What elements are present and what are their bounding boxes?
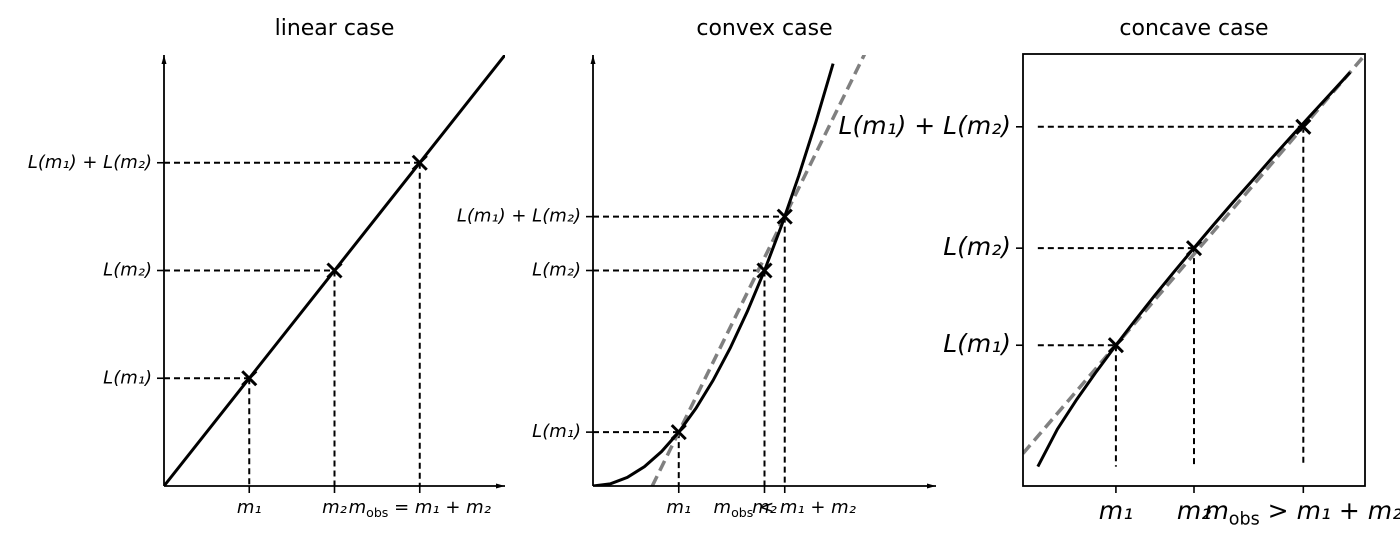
x-tick-label: m₂ [322, 497, 347, 518]
point-marker [241, 370, 258, 387]
y-tick-label: L(m₂) [103, 260, 152, 281]
x-tick-label: mobs > m₁ + m₂ [1204, 496, 1400, 530]
x-arrow [927, 483, 936, 489]
point-marker [411, 154, 428, 171]
panel-title: linear case [275, 16, 395, 41]
panel-title: convex case [696, 16, 832, 41]
panel-title: concave case [1119, 16, 1268, 41]
reference-line [650, 55, 867, 486]
y-arrow [590, 55, 596, 64]
x-tick-label: m₂ [1177, 496, 1211, 525]
x-tick-label: mobs = m₁ + m₂ [349, 497, 491, 520]
x-tick-label: m₁ [237, 497, 262, 518]
y-tick-label: L(m₁) + L(m₂) [28, 152, 152, 173]
point-marker [670, 424, 687, 441]
x-tick-label: mobs < m₁ + m₂ [714, 497, 856, 520]
point-marker [776, 208, 793, 225]
y-tick-label: L(m₂) [943, 232, 1011, 261]
x-tick-label: m₂ [752, 497, 777, 518]
x-tick-label: m₁ [1099, 496, 1133, 525]
point-marker [1185, 240, 1203, 257]
point-marker [1107, 337, 1124, 354]
point-marker [756, 262, 773, 279]
x-tick-label: m₁ [666, 497, 691, 518]
panel: linear case m₁ m₂ mobs = m₁ + m₂ L(m₁) L(m₂) L… [28, 16, 505, 520]
y-tick-label: L(m₁) + L(m₂) [457, 206, 581, 227]
reference-line [1023, 54, 1365, 455]
point-marker [1295, 118, 1312, 135]
y-arrow [161, 55, 167, 64]
point-marker [326, 262, 343, 279]
x-arrow [496, 483, 505, 489]
y-tick-label: L(m₁) [532, 421, 581, 442]
curve [593, 63, 835, 486]
y-tick-label: L(m₁) + L(m₂) [839, 111, 1011, 140]
y-tick-label: L(m₁) [103, 367, 152, 388]
y-tick-label: L(m₁) [943, 329, 1011, 358]
y-tick-label: L(m₂) [532, 260, 581, 281]
